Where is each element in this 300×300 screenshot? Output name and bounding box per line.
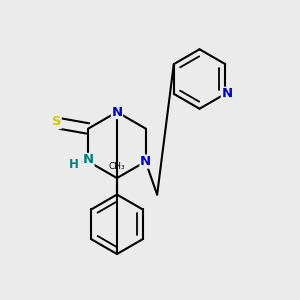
- Text: N: N: [111, 106, 122, 118]
- Text: N: N: [83, 153, 94, 167]
- Text: S: S: [52, 116, 61, 128]
- Text: H: H: [69, 158, 79, 171]
- Text: N: N: [140, 155, 151, 168]
- Text: CH₃: CH₃: [109, 162, 125, 171]
- Text: N: N: [221, 87, 233, 101]
